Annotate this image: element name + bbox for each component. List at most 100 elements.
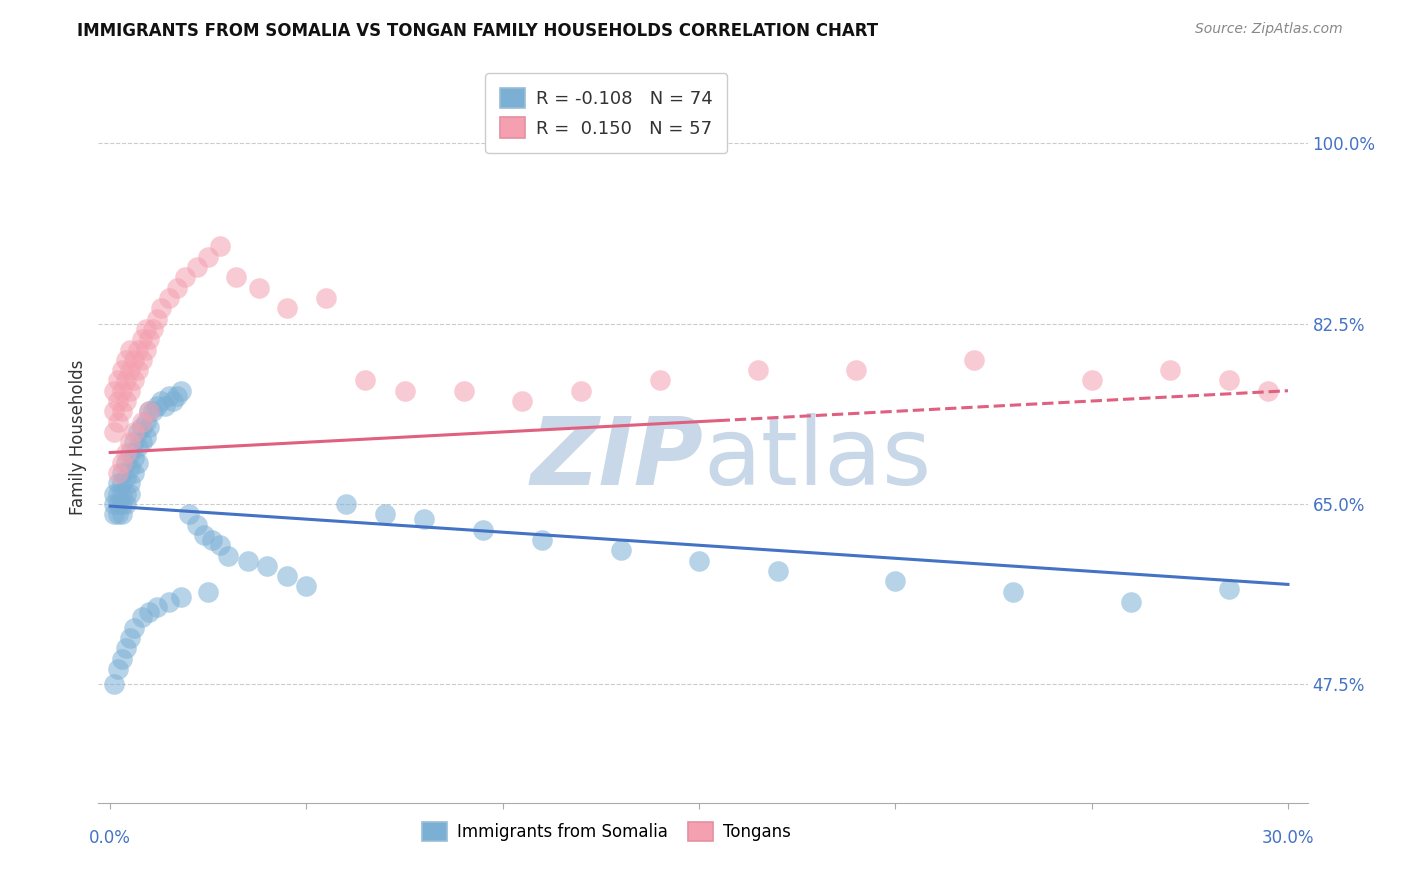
Point — [1218, 582, 1240, 596]
Point — [315, 291, 337, 305]
Point — [118, 476, 141, 491]
Point — [115, 471, 138, 485]
Point — [107, 373, 129, 387]
Point — [177, 508, 200, 522]
Point — [103, 425, 125, 439]
Point — [135, 343, 157, 357]
Point — [472, 523, 495, 537]
Point — [150, 394, 173, 409]
Point — [135, 322, 157, 336]
Point — [236, 554, 259, 568]
Point — [138, 419, 160, 434]
Point — [209, 538, 232, 552]
Point — [747, 363, 769, 377]
Point — [186, 517, 208, 532]
Point — [115, 352, 138, 367]
Point — [138, 332, 160, 346]
Point — [103, 497, 125, 511]
Point — [153, 399, 176, 413]
Text: IMMIGRANTS FROM SOMALIA VS TONGAN FAMILY HOUSEHOLDS CORRELATION CHART: IMMIGRANTS FROM SOMALIA VS TONGAN FAMILY… — [77, 22, 879, 40]
Point — [127, 425, 149, 439]
Point — [111, 384, 134, 398]
Point — [111, 476, 134, 491]
Point — [122, 621, 145, 635]
Point — [115, 641, 138, 656]
Point — [157, 291, 180, 305]
Point — [146, 600, 169, 615]
Point — [111, 508, 134, 522]
Point — [170, 590, 193, 604]
Point — [127, 456, 149, 470]
Point — [115, 456, 138, 470]
Point — [1218, 373, 1240, 387]
Point — [131, 415, 153, 429]
Point — [103, 487, 125, 501]
Point — [150, 301, 173, 316]
Point — [115, 487, 138, 501]
Y-axis label: Family Households: Family Households — [69, 359, 87, 515]
Point — [166, 389, 188, 403]
Point — [173, 270, 195, 285]
Point — [115, 497, 138, 511]
Point — [111, 456, 134, 470]
Point — [135, 430, 157, 444]
Point — [512, 394, 534, 409]
Point — [531, 533, 554, 547]
Point — [127, 363, 149, 377]
Point — [118, 631, 141, 645]
Point — [138, 404, 160, 418]
Point — [118, 363, 141, 377]
Point — [354, 373, 377, 387]
Point — [225, 270, 247, 285]
Point — [122, 352, 145, 367]
Point — [111, 363, 134, 377]
Point — [197, 250, 219, 264]
Point — [111, 497, 134, 511]
Point — [146, 311, 169, 326]
Point — [1080, 373, 1102, 387]
Point — [1002, 584, 1025, 599]
Point — [122, 435, 145, 450]
Point — [197, 584, 219, 599]
Point — [111, 466, 134, 480]
Point — [209, 239, 232, 253]
Point — [1257, 384, 1279, 398]
Point — [186, 260, 208, 274]
Point — [845, 363, 868, 377]
Point — [201, 533, 224, 547]
Point — [115, 394, 138, 409]
Point — [276, 569, 298, 583]
Text: Source: ZipAtlas.com: Source: ZipAtlas.com — [1195, 22, 1343, 37]
Point — [884, 574, 907, 589]
Point — [107, 394, 129, 409]
Point — [107, 415, 129, 429]
Point — [162, 394, 184, 409]
Point — [107, 662, 129, 676]
Point — [1159, 363, 1181, 377]
Point — [131, 419, 153, 434]
Point — [118, 461, 141, 475]
Point — [107, 497, 129, 511]
Point — [170, 384, 193, 398]
Point — [453, 384, 475, 398]
Point — [276, 301, 298, 316]
Point — [256, 558, 278, 573]
Point — [122, 466, 145, 480]
Point — [107, 466, 129, 480]
Point — [118, 384, 141, 398]
Point — [648, 373, 671, 387]
Point — [122, 425, 145, 439]
Point — [111, 404, 134, 418]
Point — [107, 476, 129, 491]
Point — [335, 497, 357, 511]
Point — [569, 384, 592, 398]
Point — [103, 508, 125, 522]
Point — [107, 508, 129, 522]
Text: 30.0%: 30.0% — [1261, 829, 1315, 847]
Point — [138, 605, 160, 619]
Point — [146, 399, 169, 413]
Point — [413, 512, 436, 526]
Point — [118, 445, 141, 459]
Point — [103, 677, 125, 691]
Point — [609, 543, 631, 558]
